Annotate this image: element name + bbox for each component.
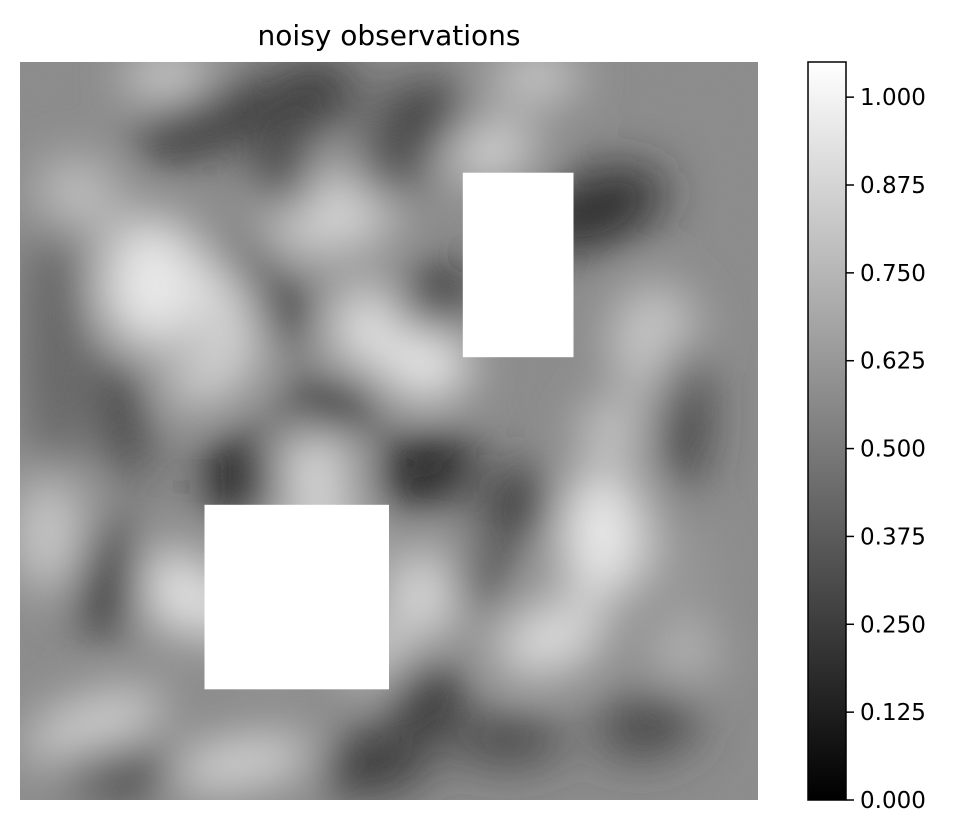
lower-left-mask — [204, 504, 389, 690]
colorbar-tick-label: 0.000 — [860, 788, 926, 814]
colorbar-tick-label: 0.500 — [860, 437, 926, 463]
colorbar-gradient — [807, 61, 847, 801]
colorbar-tick-label: 0.625 — [860, 349, 926, 375]
colorbar-tick-label: 0.250 — [860, 612, 926, 638]
upper-right-mask — [462, 172, 574, 358]
colorbar-tick-label: 0.750 — [860, 261, 926, 287]
colorbar-tick-label: 0.125 — [860, 700, 926, 726]
colorbar-tick-label: 0.375 — [860, 524, 926, 550]
colorbar-tick-label: 1.000 — [860, 85, 926, 111]
colorbar: 0.000 0.125 0.250 0.375 0.500 0.625 0.750 0.875… — [807, 61, 926, 814]
colorbar-tick-label: 0.875 — [860, 173, 926, 199]
heatmap-plot-area — [20, 62, 758, 800]
chart-title: noisy observations — [258, 19, 521, 52]
